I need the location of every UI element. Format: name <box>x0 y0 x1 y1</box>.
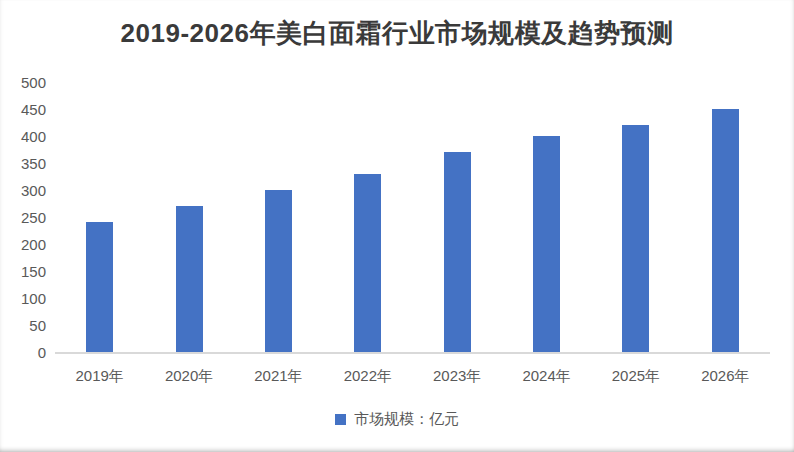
y-axis-tick-450: 450 <box>21 102 46 117</box>
bar-slot <box>323 82 412 352</box>
bar-2021年 <box>265 190 292 352</box>
bar-2020年 <box>176 206 203 352</box>
x-axis-label-2023年: 2023年 <box>413 367 502 386</box>
x-axis-label-2020年: 2020年 <box>144 367 233 386</box>
x-axis-label-2025年: 2025年 <box>591 367 680 386</box>
legend: 市场规模：亿元 <box>0 410 794 429</box>
y-axis-tick-300: 300 <box>21 183 46 198</box>
y-axis-tick-100: 100 <box>21 291 46 306</box>
bars-row <box>55 82 770 352</box>
bar-slot <box>502 82 591 352</box>
x-axis-label-2026年: 2026年 <box>681 367 770 386</box>
legend-label: 市场规模：亿元 <box>354 410 459 429</box>
bar-2025年 <box>622 125 649 352</box>
y-axis-tick-150: 150 <box>21 264 46 279</box>
bar-2024年 <box>533 136 560 352</box>
legend-marker-icon <box>335 414 346 425</box>
x-axis-label-2024年: 2024年 <box>502 367 591 386</box>
bar-slot <box>234 82 323 352</box>
x-axis-label-2021年: 2021年 <box>234 367 323 386</box>
bar-2026年 <box>712 109 739 352</box>
y-axis-tick-400: 400 <box>21 129 46 144</box>
bar-slot <box>144 82 233 352</box>
bar-slot <box>413 82 502 352</box>
y-axis: 050100150200250300350400450500 <box>0 82 46 352</box>
y-axis-tick-250: 250 <box>21 210 46 225</box>
y-axis-tick-500: 500 <box>21 75 46 90</box>
bar-slot <box>591 82 680 352</box>
x-axis: 2019年2020年2021年2022年2023年2024年2025年2026年 <box>55 367 770 386</box>
x-axis-label-2019年: 2019年 <box>55 367 144 386</box>
bar-2022年 <box>354 174 381 352</box>
bar-slot <box>681 82 770 352</box>
y-axis-tick-0: 0 <box>38 345 46 360</box>
plot-area <box>55 82 770 354</box>
chart-title: 2019-2026年美白面霜行业市场规模及趋势预测 <box>0 16 794 51</box>
chart-card: 2019-2026年美白面霜行业市场规模及趋势预测 0 50 100 150 200 25… <box>0 0 794 452</box>
y-axis-tick-50: 50 <box>29 318 46 333</box>
y-axis-tick-350: 350 <box>21 156 46 171</box>
bar-2023年 <box>444 152 471 352</box>
bar-2019年 <box>86 222 113 352</box>
bar-slot <box>55 82 144 352</box>
x-axis-label-2022年: 2022年 <box>323 367 412 386</box>
y-axis-tick-200: 200 <box>21 237 46 252</box>
